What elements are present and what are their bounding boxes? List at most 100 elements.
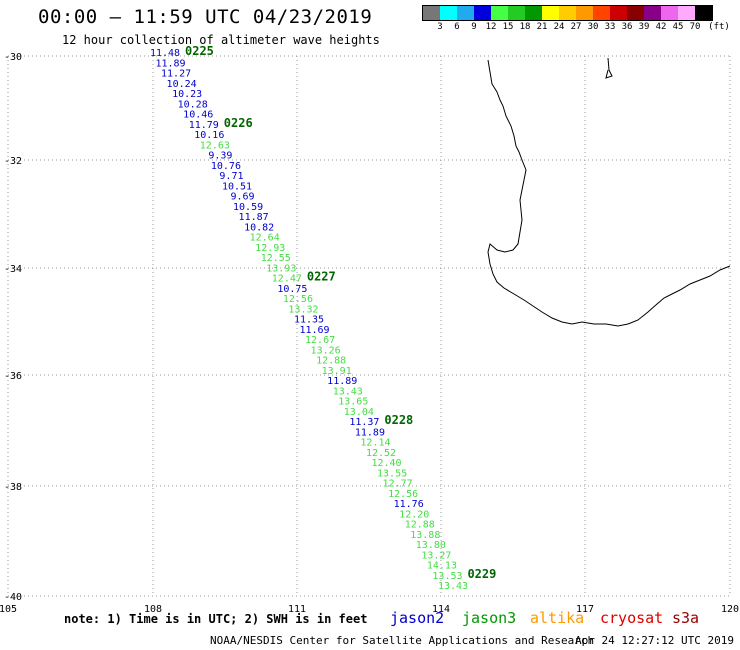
- wave-height-label: 13.65: [338, 397, 368, 408]
- wave-height-label: 12.40: [371, 458, 401, 469]
- legend-label: 12: [485, 22, 497, 32]
- legend-swatch: [423, 6, 440, 20]
- satellite-track: 11.4811.8911.2710.2410.2310.2810.4611.79…: [150, 44, 496, 592]
- lat-tick-label: -34: [4, 264, 22, 275]
- satellite-legend-jason2: jason2: [390, 609, 445, 627]
- time-label: 0227: [307, 270, 336, 284]
- wave-height-label: 13.43: [438, 581, 468, 592]
- wave-height-label: 12.88: [316, 356, 346, 367]
- wave-height-label: 10.76: [211, 161, 241, 172]
- wave-height-label: 13.80: [416, 540, 446, 551]
- wave-height-label: 12.64: [250, 233, 280, 244]
- time-label: 0229: [467, 567, 496, 581]
- wave-height-label: 13.93: [266, 263, 296, 274]
- lat-tick-label: -38: [4, 482, 22, 493]
- legend-label: 42: [655, 22, 667, 32]
- wave-height-label: 14.13: [427, 561, 457, 572]
- legend-swatch: [593, 6, 610, 20]
- legend-label: 45: [672, 22, 684, 32]
- wave-height-label: 11.87: [239, 212, 269, 223]
- lat-tick-label: -30: [4, 52, 22, 63]
- credit-text: NOAA/NESDIS Center for Satellite Applica…: [210, 634, 595, 647]
- wave-height-label: 11.37: [349, 417, 379, 428]
- wave-height-label: 13.55: [377, 468, 407, 479]
- legend-swatch: [542, 6, 559, 20]
- wave-height-label: 11.79: [189, 120, 219, 131]
- legend-swatch: [440, 6, 457, 20]
- legend-swatch: [678, 6, 695, 20]
- wave-height-label: 13.27: [421, 550, 451, 561]
- satellite-legend-altika: altika: [530, 609, 585, 627]
- lat-tick-label: -36: [4, 371, 22, 382]
- legend-label: 30: [587, 22, 599, 32]
- lon-tick-label: 117: [576, 604, 594, 615]
- legend-label: 21: [536, 22, 548, 32]
- legend-swatch: [559, 6, 576, 20]
- time-label: 0225: [185, 44, 214, 58]
- wave-height-label: 13.88: [410, 530, 440, 541]
- lon-tick-label: 105: [0, 604, 17, 615]
- wave-height-label: 10.23: [172, 89, 202, 100]
- wave-height-label: 12.14: [360, 438, 390, 449]
- wave-height-label: 12.77: [383, 479, 413, 490]
- legend-label: 70: [689, 22, 701, 32]
- legend-label: 6: [454, 22, 460, 32]
- map-title: 00:00 – 11:59 UTC 04/23/2019: [38, 6, 373, 28]
- legend-swatch: [525, 6, 542, 20]
- legend-label: 24: [553, 22, 565, 32]
- legend-swatch: [576, 6, 593, 20]
- wave-height-label: 12.47: [272, 274, 302, 285]
- satellite-legend-s3a: s3a: [672, 609, 700, 627]
- legend-label: 39: [638, 22, 650, 32]
- wave-height-label: 12.63: [200, 140, 230, 151]
- wave-height-label: 10.16: [194, 130, 224, 141]
- australia-coastline: [487, 59, 731, 327]
- wave-height-label: 13.53: [432, 571, 462, 582]
- wave-height-label: 12.56: [388, 489, 418, 500]
- lat-tick-label: -32: [4, 156, 22, 167]
- wave-height-label: 13.26: [311, 345, 341, 356]
- wave-height-label: 11.76: [394, 499, 424, 510]
- map-subtitle: 12 hour collection of altimeter wave hei…: [62, 33, 380, 47]
- lat-tick-label: -40: [4, 592, 22, 603]
- wave-height-label: 11.89: [327, 376, 357, 387]
- wave-height-label: 13.04: [344, 407, 374, 418]
- wave-height-label: 12.55: [261, 253, 291, 264]
- wave-height-label: 9.39: [208, 151, 232, 162]
- legend-unit: (ft): [708, 22, 730, 32]
- wave-height-label: 13.32: [288, 304, 318, 315]
- legend-label: 9: [471, 22, 477, 32]
- wave-height-label: 12.88: [405, 520, 435, 531]
- wave-height-label: 13.91: [322, 366, 352, 377]
- lon-tick-label: 108: [144, 604, 162, 615]
- legend-swatch: [508, 6, 525, 20]
- legend-swatch: [644, 6, 661, 20]
- legend-label: 18: [519, 22, 531, 32]
- wave-height-label: 10.75: [277, 284, 307, 295]
- wave-height-label: 11.35: [294, 315, 324, 326]
- color-legend-bar: [422, 5, 713, 21]
- lon-tick-label: 114: [432, 604, 450, 615]
- lon-tick-label: 120: [721, 604, 739, 615]
- color-legend-labels: 3 6 9 12 15 18 21 24 27 30 33 36 39 42 45 70 (ft): [422, 22, 730, 34]
- satellite-legend-jason3: jason3: [462, 609, 517, 627]
- wave-height-label: 10.59: [233, 202, 263, 213]
- wave-height-label: 11.27: [161, 69, 191, 80]
- satellite-legend-cryosat: cryosat: [600, 609, 664, 627]
- wave-height-label: 12.20: [399, 509, 429, 520]
- time-label: 0226: [224, 116, 253, 130]
- wave-height-label: 10.51: [222, 181, 252, 192]
- legend-swatch: [474, 6, 491, 20]
- wave-height-label: 12.67: [305, 335, 335, 346]
- wave-height-label: 10.28: [178, 99, 208, 110]
- legend-label: 27: [570, 22, 582, 32]
- footnote: note: 1) Time is in UTC; 2) SWH is in fe…: [64, 612, 368, 626]
- wave-height-label: 9.69: [230, 192, 254, 203]
- wave-height-label: 10.24: [167, 79, 197, 90]
- legend-label: 33: [604, 22, 616, 32]
- legend-swatch: [627, 6, 644, 20]
- wave-height-label: 11.89: [155, 58, 185, 69]
- legend-label: 3: [437, 22, 443, 32]
- wave-height-label: 12.93: [255, 243, 285, 254]
